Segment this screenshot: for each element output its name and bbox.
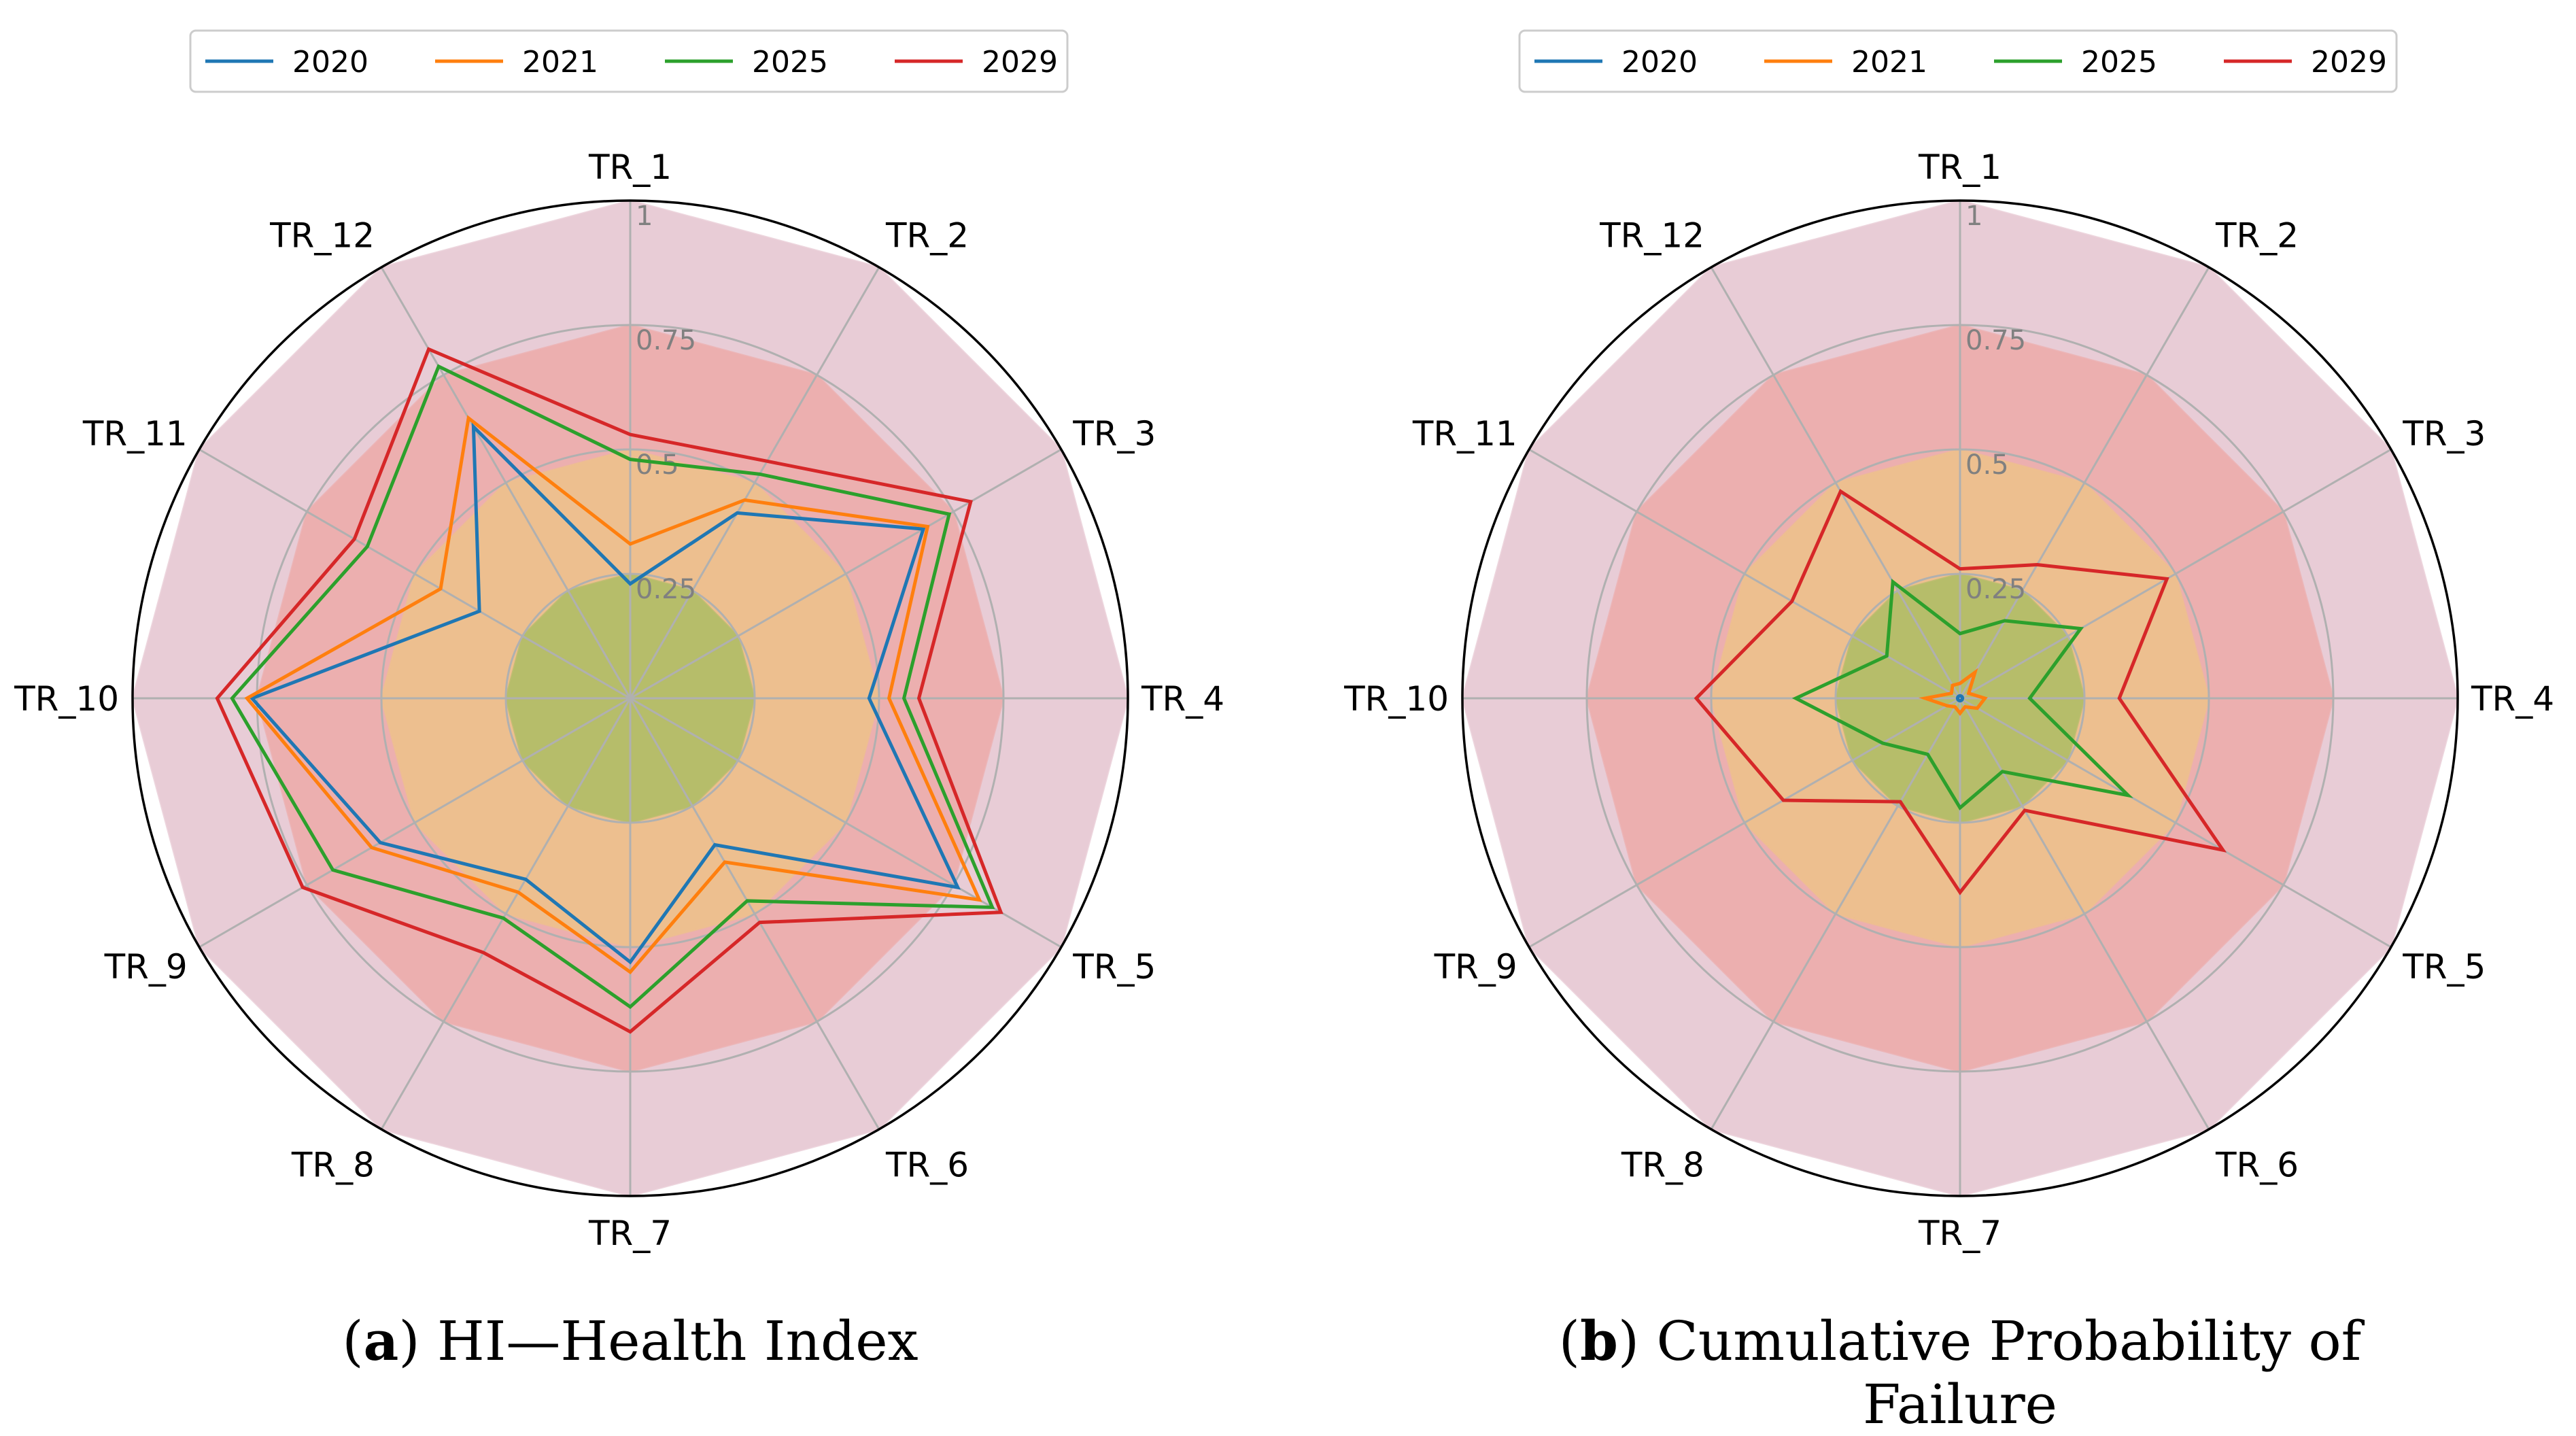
category-label: TR_12 [269,216,375,256]
caption-cumulative-probability: (b) Cumulative Probability of Failure [1558,1309,2362,1436]
category-label: TR_3 [2402,414,2486,454]
grid-spoke [1528,697,1961,948]
category-label: TR_4 [1141,679,1224,719]
category-label: TR_7 [588,1214,672,1253]
caption-text: HI—Health Index [437,1310,918,1373]
category-label: TR_2 [885,216,969,256]
r-tick-label: 0.75 [1965,325,2026,356]
series-line-2020 [249,422,961,965]
caption-health-index: (a) HI—Health Index [342,1309,918,1373]
category-label: TR_4 [2471,679,2554,719]
category-label: TR_9 [1434,947,1517,987]
grid-spoke [1959,448,2392,700]
category-label: TR_9 [104,947,188,987]
category-label: TR_5 [1072,947,1156,987]
grid-spoke [1959,697,2392,948]
category-label: TR_6 [885,1145,969,1184]
grid-spoke [1959,267,2210,699]
grid-spoke [629,267,880,699]
r-tick-label: 0.5 [1965,449,2009,481]
legend-label-2021: 2021 [522,45,598,80]
r-tick-label: 1 [636,201,653,232]
grid-spoke [629,698,880,1130]
r-tick-label: 0.25 [1965,574,2026,605]
radar-chart-health-index: 0.250.50.751TR_1TR_2TR_3TR_4TR_5TR_6TR_7… [14,29,1224,1253]
legend-label-2020: 2020 [292,45,368,80]
r-tick-label: 0.75 [636,325,696,356]
legend-label-2029: 2029 [982,45,1058,80]
category-label: TR_8 [1621,1145,1704,1184]
category-label: TR_6 [2215,1145,2299,1184]
category-label: TR_8 [291,1145,375,1184]
radar-chart-cumulative-probability: 0.25 0.5 0.75 1 TR_1 TR_2 TR_3 TR_4 TR_5 TR_6 TR_7… [1343,29,2554,1253]
grid-spoke [380,267,632,699]
category-label: TR_1 [588,148,672,187]
r-tick-label: 0.25 [636,574,696,605]
caption-letter: b [1579,1309,1618,1373]
legend-label-2020: 2020 [1621,45,1698,80]
category-label: TR_1 [1918,148,2002,187]
outer-frame [1461,199,2459,1197]
r-tick-label: 1 [1965,201,1982,232]
category-label: TR_10 [14,679,119,719]
category-label: TR_5 [2402,947,2486,987]
series-line-2025 [1791,579,2133,810]
legend-label-2025: 2025 [752,45,828,80]
legend: 2020 2021 2025 2029 [189,29,1069,93]
series-line-2025 [230,364,995,1010]
grid-spoke [1710,267,1961,699]
category-label: TR_3 [1072,414,1156,454]
outer-frame [131,199,1129,1197]
legend-frame [1518,29,2398,93]
legend-label-2021: 2021 [1851,45,1927,80]
category-label: TR_11 [82,414,188,454]
legend: 2020 2021 2025 2029 [1518,29,2398,93]
category-label: TR_2 [2215,216,2299,256]
legend-frame [189,29,1069,93]
category-label: TR_10 [1343,679,1449,719]
caption-letter: a [363,1309,399,1373]
series-line-2021 [244,415,982,974]
category-label: TR_11 [1412,414,1517,454]
legend-label-2029: 2029 [2311,45,2387,80]
grid-spoke [199,448,631,700]
series-line-2029 [1694,489,2227,895]
series-line-2029 [215,347,1003,1034]
legend-label-2025: 2025 [2081,45,2157,80]
grid-spoke [630,448,1062,700]
caption-text: Cumulative Probability of Failure [1656,1310,2362,1436]
grid-spoke [1710,698,1961,1130]
category-label: TR_12 [1599,216,1704,256]
grid-spoke [199,697,631,948]
series-line-2020 [1955,694,1965,703]
grid-spoke [380,698,632,1130]
category-label: TR_7 [1918,1214,2002,1253]
series-line-2021 [1918,668,1988,716]
